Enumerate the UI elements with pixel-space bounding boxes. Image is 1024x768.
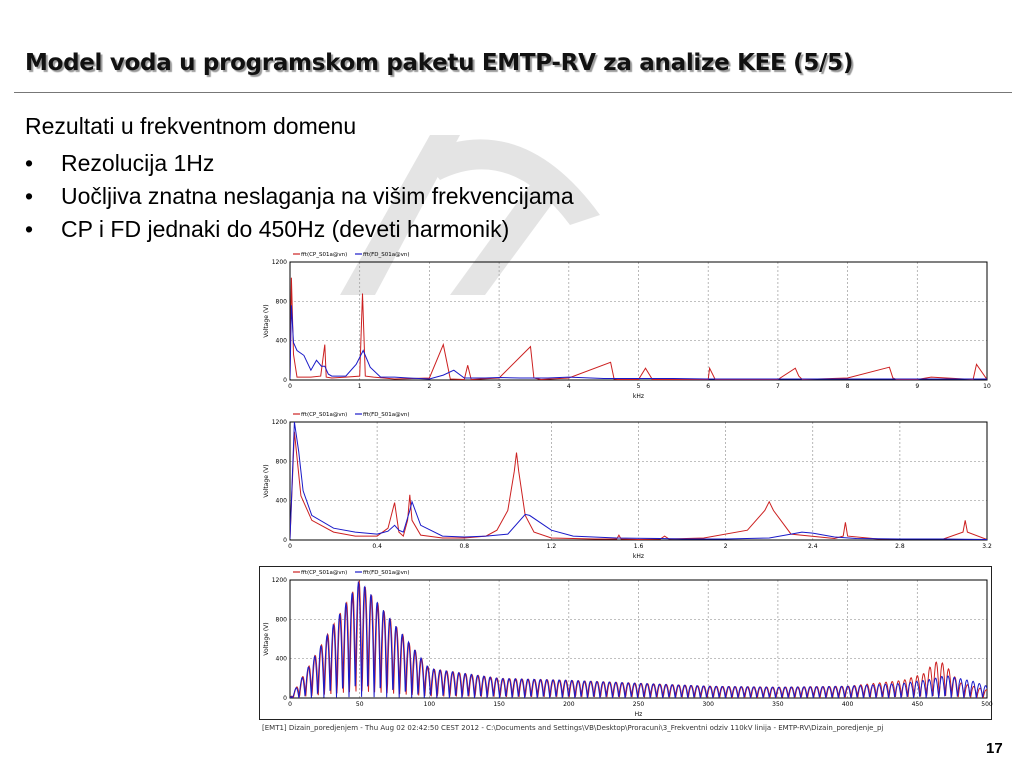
bullet-list: • Rezolucija 1Hz • Uočljiva znatna neslaga… bbox=[25, 147, 574, 246]
page-number: 17 bbox=[986, 740, 1003, 757]
legend-label: fft(FD_S01a@vn) bbox=[363, 252, 410, 258]
x-tick-label: 6 bbox=[706, 383, 710, 390]
y-axis-label: Voltage (V) bbox=[263, 464, 270, 497]
file-path-footer: [EMT1] Dizain_poredjenjem - Thu Aug 02 0… bbox=[262, 724, 884, 732]
x-tick-label: 500 bbox=[981, 701, 993, 708]
legend-label: fft(CP_S01a@vn) bbox=[301, 412, 347, 418]
series-group bbox=[290, 580, 987, 698]
slide-title: Model voda u programskom paketu EMTP-RV … bbox=[25, 50, 854, 76]
x-tick-label: 150 bbox=[493, 701, 505, 708]
legend-label: fft(CP_S01a@vn) bbox=[301, 252, 347, 258]
x-tick-label: 5 bbox=[637, 383, 641, 390]
series-line-fd bbox=[290, 580, 987, 698]
chart-zoom-500hz: 0 50 100 150 200 250 300 350 400 450 500 0 400 800 120… bbox=[263, 570, 993, 718]
x-tick-label: 0.8 bbox=[459, 543, 469, 550]
y-tick-label: 400 bbox=[276, 656, 288, 663]
x-tick-label: 250 bbox=[633, 701, 645, 708]
bullet-marker: • bbox=[25, 216, 34, 242]
bullet-marker: • bbox=[25, 150, 34, 176]
series-line-fd bbox=[290, 422, 987, 540]
y-tick-label: 400 bbox=[276, 338, 288, 345]
x-tick-label: 450 bbox=[912, 701, 924, 708]
x-tick-label: 300 bbox=[702, 701, 714, 708]
x-tick-label: 2 bbox=[724, 543, 728, 550]
x-tick-label: 7 bbox=[776, 383, 780, 390]
x-axis-label: kHz bbox=[633, 553, 644, 560]
legend-label: fft(FD_S01a@vn) bbox=[363, 412, 410, 418]
chart-zoom-3khz: 0 0.4 0.8 1.2 1.6 2 2.4 2.8 3.2 0 400 800 1200 kHz Vol… bbox=[263, 412, 992, 560]
x-tick-label: 3.2 bbox=[982, 543, 992, 550]
grid-lines bbox=[289, 261, 988, 381]
bullet-text: Rezolucija 1Hz bbox=[61, 150, 215, 176]
x-tick-label: 9 bbox=[915, 383, 919, 390]
x-tick-label: 0 bbox=[288, 701, 292, 708]
bullet-item: • Rezolucija 1Hz bbox=[25, 147, 574, 180]
x-tick-label: 3 bbox=[497, 383, 501, 390]
x-tick-label: 2 bbox=[427, 383, 431, 390]
results-heading: Rezultati u frekventnom domenu bbox=[25, 113, 357, 139]
x-tick-label: 0.4 bbox=[372, 543, 382, 550]
x-tick-label: 350 bbox=[772, 701, 784, 708]
y-tick-label: 800 bbox=[276, 458, 288, 465]
x-tick-label: 1.6 bbox=[634, 543, 644, 550]
x-tick-label: 0 bbox=[288, 543, 292, 550]
series-line-cp bbox=[290, 431, 987, 540]
plot-area-border bbox=[289, 579, 988, 699]
x-tick-label: 200 bbox=[563, 701, 575, 708]
x-tick-label: 2.8 bbox=[895, 543, 905, 550]
x-tick-label: 400 bbox=[842, 701, 854, 708]
x-tick-label: 0 bbox=[288, 383, 292, 390]
y-tick-label: 800 bbox=[276, 616, 288, 623]
bullet-marker: • bbox=[25, 183, 34, 209]
title-divider bbox=[14, 92, 1012, 93]
y-tick-label: 0 bbox=[283, 377, 287, 384]
x-tick-label: 4 bbox=[567, 383, 571, 390]
y-tick-label: 1200 bbox=[272, 577, 287, 584]
y-tick-label: 400 bbox=[276, 498, 288, 505]
series-group bbox=[290, 277, 987, 380]
chart-full-range: 0 1 2 3 4 5 6 7 8 9 10 0 400 800 1200 kHz Voltage (V) fft… bbox=[263, 252, 991, 400]
y-tick-label: 1200 bbox=[272, 419, 287, 426]
x-axis-label: kHz bbox=[633, 393, 644, 400]
series-line-fd bbox=[290, 305, 987, 380]
y-axis-label: Voltage (V) bbox=[263, 304, 270, 337]
bullet-text: Uočljiva znatna neslaganja na višim frek… bbox=[61, 183, 574, 209]
bullet-item: • Uočljiva znatna neslaganja na višim fre… bbox=[25, 180, 574, 213]
legend-label: fft(CP_S01a@vn) bbox=[301, 570, 347, 576]
y-tick-label: 800 bbox=[276, 298, 288, 305]
y-tick-label: 0 bbox=[283, 537, 287, 544]
y-axis-label: Voltage (V) bbox=[263, 622, 270, 655]
grid-lines bbox=[289, 421, 988, 541]
x-axis-label: Hz bbox=[635, 711, 643, 718]
y-tick-label: 0 bbox=[283, 695, 287, 702]
series-line-cp bbox=[290, 277, 987, 380]
y-tick-label: 1200 bbox=[272, 259, 287, 266]
bullet-text: CP i FD jednaki do 450Hz (deveti harmoni… bbox=[61, 216, 510, 242]
legend-label: fft(FD_S01a@vn) bbox=[363, 570, 410, 576]
watermark-logo bbox=[340, 135, 600, 295]
x-tick-label: 10 bbox=[983, 383, 991, 390]
x-tick-label: 50 bbox=[356, 701, 364, 708]
x-tick-label: 1 bbox=[358, 383, 362, 390]
chart-zoom-frame bbox=[259, 566, 992, 720]
series-group bbox=[290, 422, 987, 540]
bullet-item: • CP i FD jednaki do 450Hz (deveti harmon… bbox=[25, 213, 574, 246]
x-tick-label: 2.4 bbox=[808, 543, 818, 550]
x-tick-label: 1.2 bbox=[547, 543, 557, 550]
x-tick-label: 8 bbox=[846, 383, 850, 390]
x-tick-label: 100 bbox=[424, 701, 436, 708]
